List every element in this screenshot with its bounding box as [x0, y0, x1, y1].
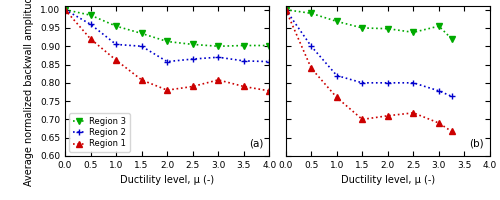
Line: Region 2: Region 2 [283, 7, 454, 99]
Region 2 [410, 82, 416, 84]
Region 1 [138, 79, 144, 81]
Region 3 [190, 43, 196, 46]
Region 2 [266, 60, 272, 63]
Region 3 [282, 8, 288, 11]
Region 2 [88, 23, 94, 25]
Text: (b): (b) [469, 138, 484, 148]
X-axis label: Ductility level, μ (-): Ductility level, μ (-) [341, 175, 435, 185]
Line: Region 2: Region 2 [62, 7, 272, 64]
Region 2 [436, 90, 442, 92]
Region 3 [360, 27, 366, 29]
Region 1 [448, 130, 454, 133]
Region 2 [308, 45, 314, 47]
Region 2 [360, 82, 366, 84]
Region 3 [241, 44, 247, 47]
Region 2 [113, 43, 119, 46]
Region 2 [282, 8, 288, 11]
X-axis label: Ductility level, μ (-): Ductility level, μ (-) [120, 175, 214, 185]
Region 3 [215, 45, 221, 47]
Region 1 [436, 122, 442, 124]
Region 3 [113, 25, 119, 27]
Region 3 [334, 20, 340, 23]
Region 3 [410, 31, 416, 34]
Region 1 [113, 59, 119, 61]
Region 1 [334, 96, 340, 99]
Line: Region 1: Region 1 [62, 7, 272, 94]
Y-axis label: Average normalized backwall amplitude (-): Average normalized backwall amplitude (-… [24, 0, 34, 186]
Region 1 [385, 115, 391, 117]
Region 1 [410, 112, 416, 114]
Region 2 [385, 82, 391, 84]
Line: Region 3: Region 3 [62, 7, 272, 49]
Region 2 [334, 74, 340, 77]
Region 3 [138, 32, 144, 35]
Legend: Region 3, Region 2, Region 1: Region 3, Region 2, Region 1 [69, 113, 130, 152]
Region 1 [241, 85, 247, 88]
Line: Region 3: Region 3 [283, 7, 454, 42]
Region 3 [385, 27, 391, 30]
Region 3 [266, 44, 272, 47]
Region 1 [282, 8, 288, 11]
Region 3 [62, 8, 68, 11]
Region 3 [88, 14, 94, 16]
Region 1 [215, 79, 221, 81]
Region 1 [190, 85, 196, 88]
Region 2 [215, 56, 221, 58]
Region 2 [448, 95, 454, 98]
Region 2 [190, 58, 196, 60]
Text: (a): (a) [249, 138, 263, 148]
Region 3 [164, 40, 170, 43]
Region 2 [62, 8, 68, 11]
Region 3 [448, 38, 454, 40]
Region 1 [266, 90, 272, 92]
Region 3 [308, 12, 314, 15]
Region 2 [138, 45, 144, 47]
Region 1 [308, 67, 314, 69]
Region 1 [164, 89, 170, 91]
Line: Region 1: Region 1 [283, 7, 454, 134]
Region 1 [360, 118, 366, 121]
Region 3 [436, 25, 442, 27]
Region 1 [62, 8, 68, 11]
Region 2 [164, 60, 170, 63]
Region 1 [88, 38, 94, 40]
Region 2 [241, 60, 247, 62]
